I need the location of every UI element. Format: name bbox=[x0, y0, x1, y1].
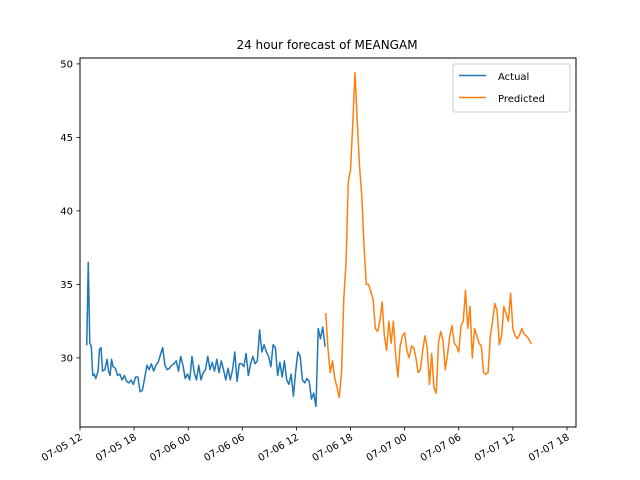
legend-label-actual: Actual bbox=[498, 72, 529, 83]
series-line-actual bbox=[85, 261, 326, 408]
legend: Actual Predicted bbox=[452, 63, 571, 113]
y-tick-label: 45 bbox=[60, 133, 73, 144]
y-axis: 30 35 40 45 50 bbox=[60, 59, 80, 364]
series-layer bbox=[85, 71, 532, 408]
chart-title: 24 hour forecast of MEANGAM bbox=[236, 38, 417, 52]
legend-label-predicted: Predicted bbox=[498, 94, 545, 105]
y-tick-label: 40 bbox=[60, 206, 73, 217]
axes-frame bbox=[79, 57, 577, 428]
series-line-predicted bbox=[324, 71, 532, 399]
y-tick-label: 35 bbox=[60, 280, 73, 291]
y-tick-label: 30 bbox=[60, 353, 73, 364]
y-tick-label: 50 bbox=[60, 59, 73, 70]
